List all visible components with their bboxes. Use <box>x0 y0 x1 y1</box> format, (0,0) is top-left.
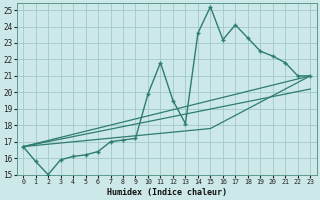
X-axis label: Humidex (Indice chaleur): Humidex (Indice chaleur) <box>107 188 227 197</box>
